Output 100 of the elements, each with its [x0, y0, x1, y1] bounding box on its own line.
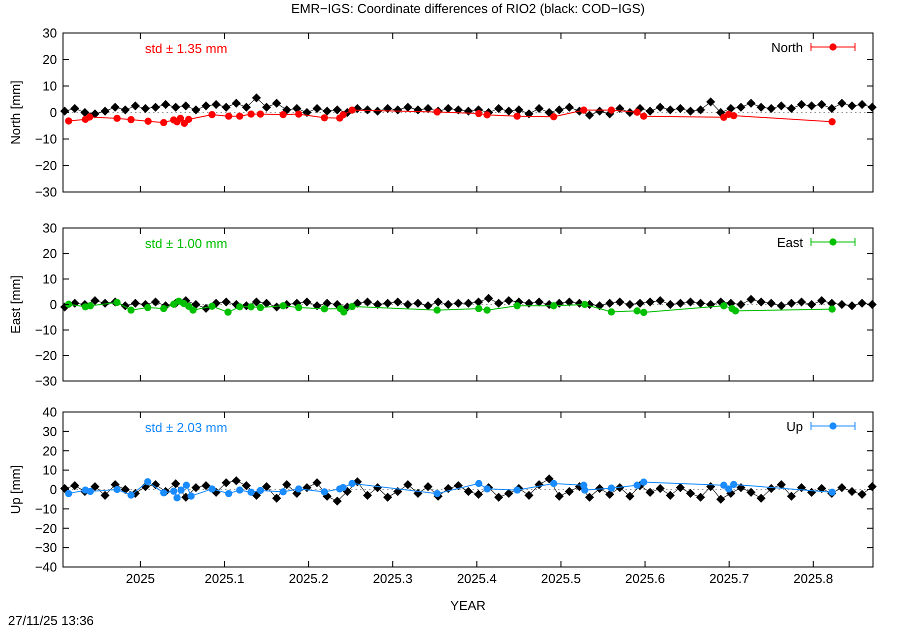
point [730, 112, 738, 120]
point [236, 486, 244, 494]
x-tick-label: 2025.2 [288, 571, 328, 586]
point [608, 106, 616, 114]
point [208, 111, 216, 118]
point [236, 303, 244, 310]
point [208, 485, 216, 493]
point [127, 306, 135, 314]
point [434, 490, 441, 498]
point [514, 112, 521, 120]
point [295, 485, 302, 493]
point [189, 306, 197, 314]
point [348, 480, 356, 488]
y-tick-label: −40 [34, 560, 57, 574]
y-tick-label: −30 [34, 540, 57, 556]
y-tick-label: −10 [34, 322, 57, 338]
y-tick-label: 10 [42, 272, 57, 286]
point [256, 486, 264, 494]
legend-label: Up [786, 419, 803, 434]
point [720, 302, 728, 310]
point [144, 118, 152, 125]
point [185, 116, 192, 123]
x-tick-label: 2025.3 [372, 571, 413, 586]
point [65, 490, 72, 498]
y-tick-label: 30 [42, 26, 57, 40]
point [295, 110, 302, 118]
point [348, 106, 356, 114]
point [828, 118, 836, 126]
point [475, 304, 482, 312]
y-tick-label: 10 [42, 462, 57, 478]
y-tick-label: −10 [34, 501, 57, 516]
point [65, 117, 72, 125]
y-tick-label: −20 [34, 520, 57, 536]
x-tick-label: 2025.8 [793, 571, 834, 586]
y-tick-label: 0 [50, 482, 57, 497]
x-tick-label: 2025.5 [541, 571, 581, 586]
point [634, 108, 641, 116]
y-tick-label: 0 [50, 297, 57, 312]
x-tick-label: 2025.4 [456, 571, 497, 586]
point [224, 308, 232, 316]
point [280, 488, 287, 496]
text: 27/11/25 13:36 [8, 613, 94, 628]
point [634, 482, 641, 489]
point [732, 307, 740, 314]
point [550, 480, 558, 488]
point [581, 300, 588, 308]
point [580, 106, 588, 114]
point [475, 480, 482, 488]
point [86, 302, 94, 310]
point [730, 480, 738, 488]
y-tick-label: −20 [34, 348, 57, 363]
point [640, 478, 648, 486]
legend-label: East [776, 235, 804, 250]
x-tick-label: 2025.6 [625, 571, 665, 586]
point [236, 112, 244, 120]
point [208, 302, 216, 310]
point [144, 304, 152, 312]
point [483, 485, 491, 493]
point [320, 488, 328, 496]
point [634, 307, 641, 314]
point [483, 306, 491, 314]
y-tick-label: 20 [42, 443, 57, 458]
x-tick-label: 2025.7 [709, 571, 750, 586]
y-tick-label: 20 [42, 52, 57, 67]
point [725, 485, 732, 493]
point [113, 114, 121, 122]
x-tick-label: 2025.1 [204, 571, 244, 586]
y-axis-title: East [mm] [8, 275, 23, 334]
annotation: std ± 1.00 mm [145, 236, 228, 251]
point [280, 111, 287, 118]
point [483, 111, 491, 118]
point [320, 305, 328, 312]
x-tick-label: 2025 [126, 571, 155, 586]
point [339, 111, 347, 118]
point [247, 110, 255, 118]
y-tick-label: −10 [34, 132, 57, 146]
point [86, 488, 94, 496]
point [608, 484, 616, 492]
point [320, 114, 328, 122]
y-tick-label: −20 [34, 158, 57, 173]
point [160, 304, 168, 312]
point [113, 298, 121, 306]
point [127, 492, 135, 499]
y-tick-label: 20 [42, 246, 57, 261]
point [256, 304, 264, 312]
point [170, 488, 178, 495]
point [475, 110, 482, 118]
point [339, 484, 347, 492]
point [828, 305, 836, 313]
point [256, 110, 264, 118]
point [247, 488, 255, 496]
annotation: std ± 1.35 mm [145, 41, 228, 56]
y-tick-label: 30 [42, 424, 57, 439]
point [434, 306, 441, 314]
point [176, 114, 184, 122]
point [340, 308, 348, 316]
point [225, 112, 232, 120]
point [295, 304, 302, 312]
y-tick-label: −30 [34, 374, 57, 388]
point [514, 486, 521, 494]
